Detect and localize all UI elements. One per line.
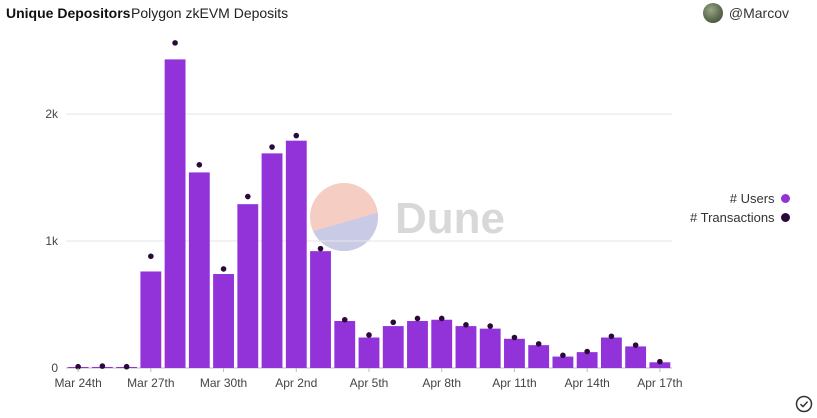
bar-users[interactable] [358,337,380,368]
point-transactions[interactable] [632,342,639,348]
bar-users[interactable] [625,346,647,368]
x-tick-label: Mar 24th [54,376,101,390]
point-transactions[interactable] [317,245,324,252]
bar-users[interactable] [261,153,283,368]
point-transactions[interactable] [123,363,130,370]
chart-title: Unique Depositors [6,5,131,21]
x-tick-label: Mar 30th [200,376,247,390]
bar-users[interactable] [334,321,356,368]
point-transactions[interactable] [99,363,106,369]
bar-users[interactable] [140,271,162,368]
bar-users[interactable] [310,251,331,368]
y-tick-label: 2k [45,107,59,121]
chart-subtitle: Polygon zkEVM Deposits [131,5,289,21]
point-transactions[interactable] [657,358,663,365]
point-transactions[interactable] [560,352,566,359]
point-transactions[interactable] [172,40,178,46]
chart-legend: # Users # Transactions [690,189,790,227]
legend-swatch-transactions [780,213,790,222]
legend-label-transactions: # Transactions [690,210,775,225]
x-tick-label: Mar 27th [127,376,174,390]
point-transactions[interactable] [148,253,154,260]
bar-users[interactable] [576,352,598,368]
bar-users[interactable] [285,140,307,368]
x-tick-label: Apr 5th [350,376,389,390]
bar-users[interactable] [213,274,234,368]
bar-users[interactable] [600,337,622,368]
user-avatar-icon[interactable] [702,3,723,23]
legend-swatch-users [780,194,790,203]
bar-users[interactable] [504,338,525,368]
point-transactions[interactable] [390,319,397,326]
point-transactions[interactable] [75,363,81,370]
x-tick-label: Apr 17th [637,376,682,390]
point-transactions[interactable] [341,316,348,323]
point-transactions[interactable] [463,322,469,328]
point-transactions[interactable] [608,333,615,340]
x-tick-label: Apr 2nd [275,376,317,390]
point-transactions[interactable] [414,315,421,322]
legend-item-transactions[interactable]: # Transactions [690,208,790,227]
point-transactions[interactable] [245,193,251,200]
x-tick-label: Apr 11th [492,376,536,390]
point-transactions[interactable] [269,144,275,150]
bar-users[interactable] [528,345,550,368]
x-tick-label: Apr 14th [564,376,609,390]
point-transactions[interactable] [366,332,372,338]
bar-users[interactable] [479,328,501,368]
user-badge[interactable]: @Marcov [702,3,789,23]
point-transactions[interactable] [584,348,590,355]
username[interactable]: @Marcov [728,5,789,21]
dune-watermark: Dune [310,183,505,251]
x-tick-label: Apr 8th [422,376,461,390]
watermark-text: Dune [395,194,505,243]
bar-users[interactable] [455,326,477,368]
point-transactions[interactable] [438,315,445,322]
bar-users[interactable] [237,204,259,368]
y-tick-label: 0 [51,361,58,375]
bar-users[interactable] [649,362,671,368]
point-transactions[interactable] [535,341,542,347]
point-transactions[interactable] [196,162,203,168]
point-transactions[interactable] [220,266,227,272]
chart-header: Unique Depositors Polygon zkEVM Deposits… [0,0,817,30]
y-tick-label: 1k [45,234,59,248]
point-transactions[interactable] [511,334,518,341]
bar-users[interactable] [164,59,186,368]
legend-label-users: # Users [729,191,775,206]
point-transactions[interactable] [293,132,300,139]
bar-users[interactable] [407,321,428,368]
bar-users[interactable] [431,319,453,368]
bar-users[interactable] [382,326,404,368]
check-circle-icon[interactable] [795,395,813,413]
bar-users[interactable] [552,356,574,368]
point-transactions[interactable] [487,323,494,329]
legend-item-users[interactable]: # Users [690,189,790,208]
bar-users[interactable] [188,172,210,368]
